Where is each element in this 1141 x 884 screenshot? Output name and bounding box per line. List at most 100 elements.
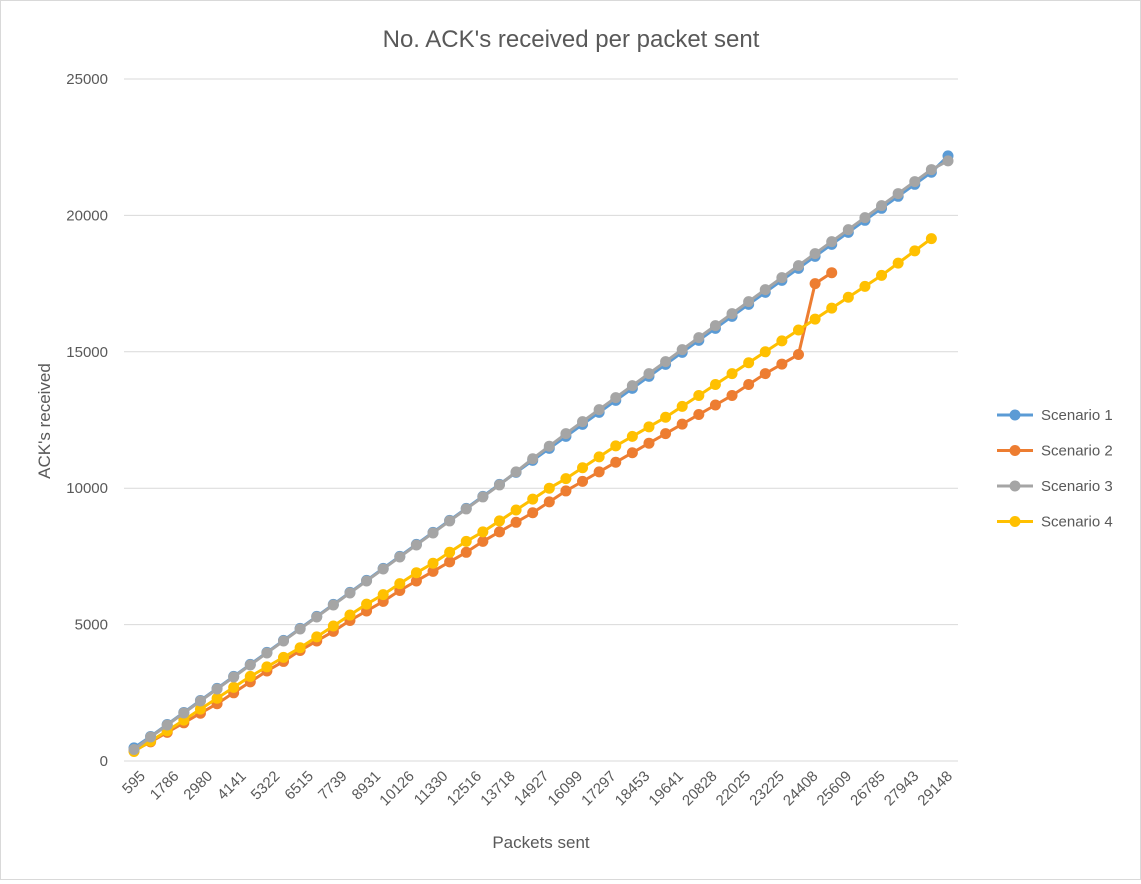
legend-label: Scenario 1 bbox=[1041, 407, 1113, 424]
data-point bbox=[194, 703, 206, 715]
x-tick-label: 26785 bbox=[847, 768, 889, 810]
data-point bbox=[842, 291, 854, 303]
data-point bbox=[278, 635, 290, 647]
x-tick-label: 5322 bbox=[248, 768, 284, 804]
data-point bbox=[792, 324, 804, 336]
x-tick-label: 6515 bbox=[281, 768, 317, 804]
data-point bbox=[759, 284, 771, 296]
data-point bbox=[643, 437, 655, 449]
data-point bbox=[876, 200, 888, 212]
data-point bbox=[826, 236, 838, 248]
data-point bbox=[610, 456, 622, 468]
x-tick-label: 22025 bbox=[713, 768, 755, 810]
data-point bbox=[560, 485, 572, 497]
data-point bbox=[776, 272, 788, 284]
x-tick-label: 7739 bbox=[315, 768, 351, 804]
x-tick-label: 4141 bbox=[214, 768, 250, 804]
series-3 bbox=[128, 155, 954, 756]
x-tick-label: 23225 bbox=[746, 768, 788, 810]
data-point bbox=[709, 399, 721, 411]
data-point bbox=[909, 245, 921, 257]
data-point bbox=[577, 462, 589, 474]
data-point bbox=[593, 466, 605, 478]
legend-label: Scenario 2 bbox=[1041, 443, 1113, 460]
data-point bbox=[377, 589, 389, 601]
data-point bbox=[460, 535, 472, 547]
data-point bbox=[693, 389, 705, 401]
data-point bbox=[660, 356, 672, 368]
data-point bbox=[327, 620, 339, 632]
data-point bbox=[145, 731, 157, 743]
data-point bbox=[859, 212, 871, 224]
x-tick-label: 1786 bbox=[147, 768, 183, 804]
x-tick-label: 24408 bbox=[780, 768, 822, 810]
data-point bbox=[759, 346, 771, 358]
data-point bbox=[826, 302, 838, 314]
data-point bbox=[410, 539, 422, 551]
data-point bbox=[510, 466, 522, 478]
data-point bbox=[444, 515, 456, 527]
data-point bbox=[194, 695, 206, 707]
data-point bbox=[892, 257, 904, 269]
x-tick-label: 2980 bbox=[180, 768, 216, 804]
legend: Scenario 1 Scenario 2 Scenario 3 Scenario 4 bbox=[997, 407, 1113, 531]
data-point bbox=[543, 482, 555, 494]
data-point bbox=[294, 623, 306, 635]
data-point bbox=[211, 692, 223, 704]
data-point bbox=[178, 707, 190, 719]
data-point bbox=[593, 404, 605, 416]
legend-label: Scenario 4 bbox=[1041, 514, 1113, 531]
legend-item: Scenario 1 bbox=[997, 407, 1113, 424]
data-point bbox=[809, 278, 821, 290]
y-axis-ticks: 0 5000 10000 15000 20000 25000 bbox=[66, 71, 108, 770]
x-tick-label: 11330 bbox=[411, 768, 452, 809]
data-point bbox=[244, 659, 256, 671]
data-point bbox=[743, 379, 755, 391]
data-point bbox=[228, 671, 240, 683]
data-point bbox=[792, 349, 804, 361]
data-point bbox=[527, 493, 539, 505]
data-point bbox=[527, 453, 539, 465]
data-point bbox=[776, 358, 788, 370]
data-point bbox=[560, 428, 572, 440]
data-point bbox=[743, 296, 755, 308]
x-tick-label: 27943 bbox=[881, 768, 923, 810]
data-point bbox=[577, 416, 589, 428]
data-point bbox=[510, 516, 522, 528]
legend-item: Scenario 3 bbox=[997, 478, 1113, 495]
y-axis-title: ACK's received bbox=[35, 363, 54, 479]
data-point bbox=[643, 368, 655, 380]
data-point bbox=[626, 380, 638, 392]
legend-swatch-marker bbox=[1009, 445, 1021, 456]
x-tick-label: 19641 bbox=[645, 768, 687, 810]
data-point bbox=[361, 598, 373, 610]
data-point bbox=[925, 233, 937, 245]
data-point bbox=[493, 526, 505, 538]
data-point bbox=[809, 248, 821, 260]
data-point bbox=[759, 368, 771, 380]
data-point bbox=[577, 475, 589, 487]
data-point bbox=[327, 599, 339, 611]
data-point bbox=[726, 368, 738, 380]
data-point bbox=[527, 507, 539, 519]
x-tick-label: 12516 bbox=[444, 768, 486, 810]
y-tick-label: 5000 bbox=[75, 617, 108, 634]
series-4 bbox=[128, 233, 937, 757]
data-point bbox=[726, 389, 738, 401]
data-point bbox=[311, 631, 323, 643]
data-point bbox=[444, 556, 456, 568]
data-point bbox=[826, 267, 838, 279]
data-point bbox=[892, 188, 904, 200]
x-tick-label: 10126 bbox=[376, 768, 418, 810]
data-point bbox=[643, 421, 655, 433]
data-point bbox=[460, 546, 472, 558]
legend-swatch-marker bbox=[1009, 409, 1021, 421]
data-point bbox=[560, 473, 572, 485]
data-point bbox=[477, 526, 489, 538]
data-point bbox=[460, 503, 472, 515]
data-point bbox=[610, 392, 622, 404]
legend-label: Scenario 3 bbox=[1041, 478, 1113, 495]
x-tick-label: 595 bbox=[119, 768, 149, 798]
data-point bbox=[493, 479, 505, 491]
data-point bbox=[244, 670, 256, 682]
